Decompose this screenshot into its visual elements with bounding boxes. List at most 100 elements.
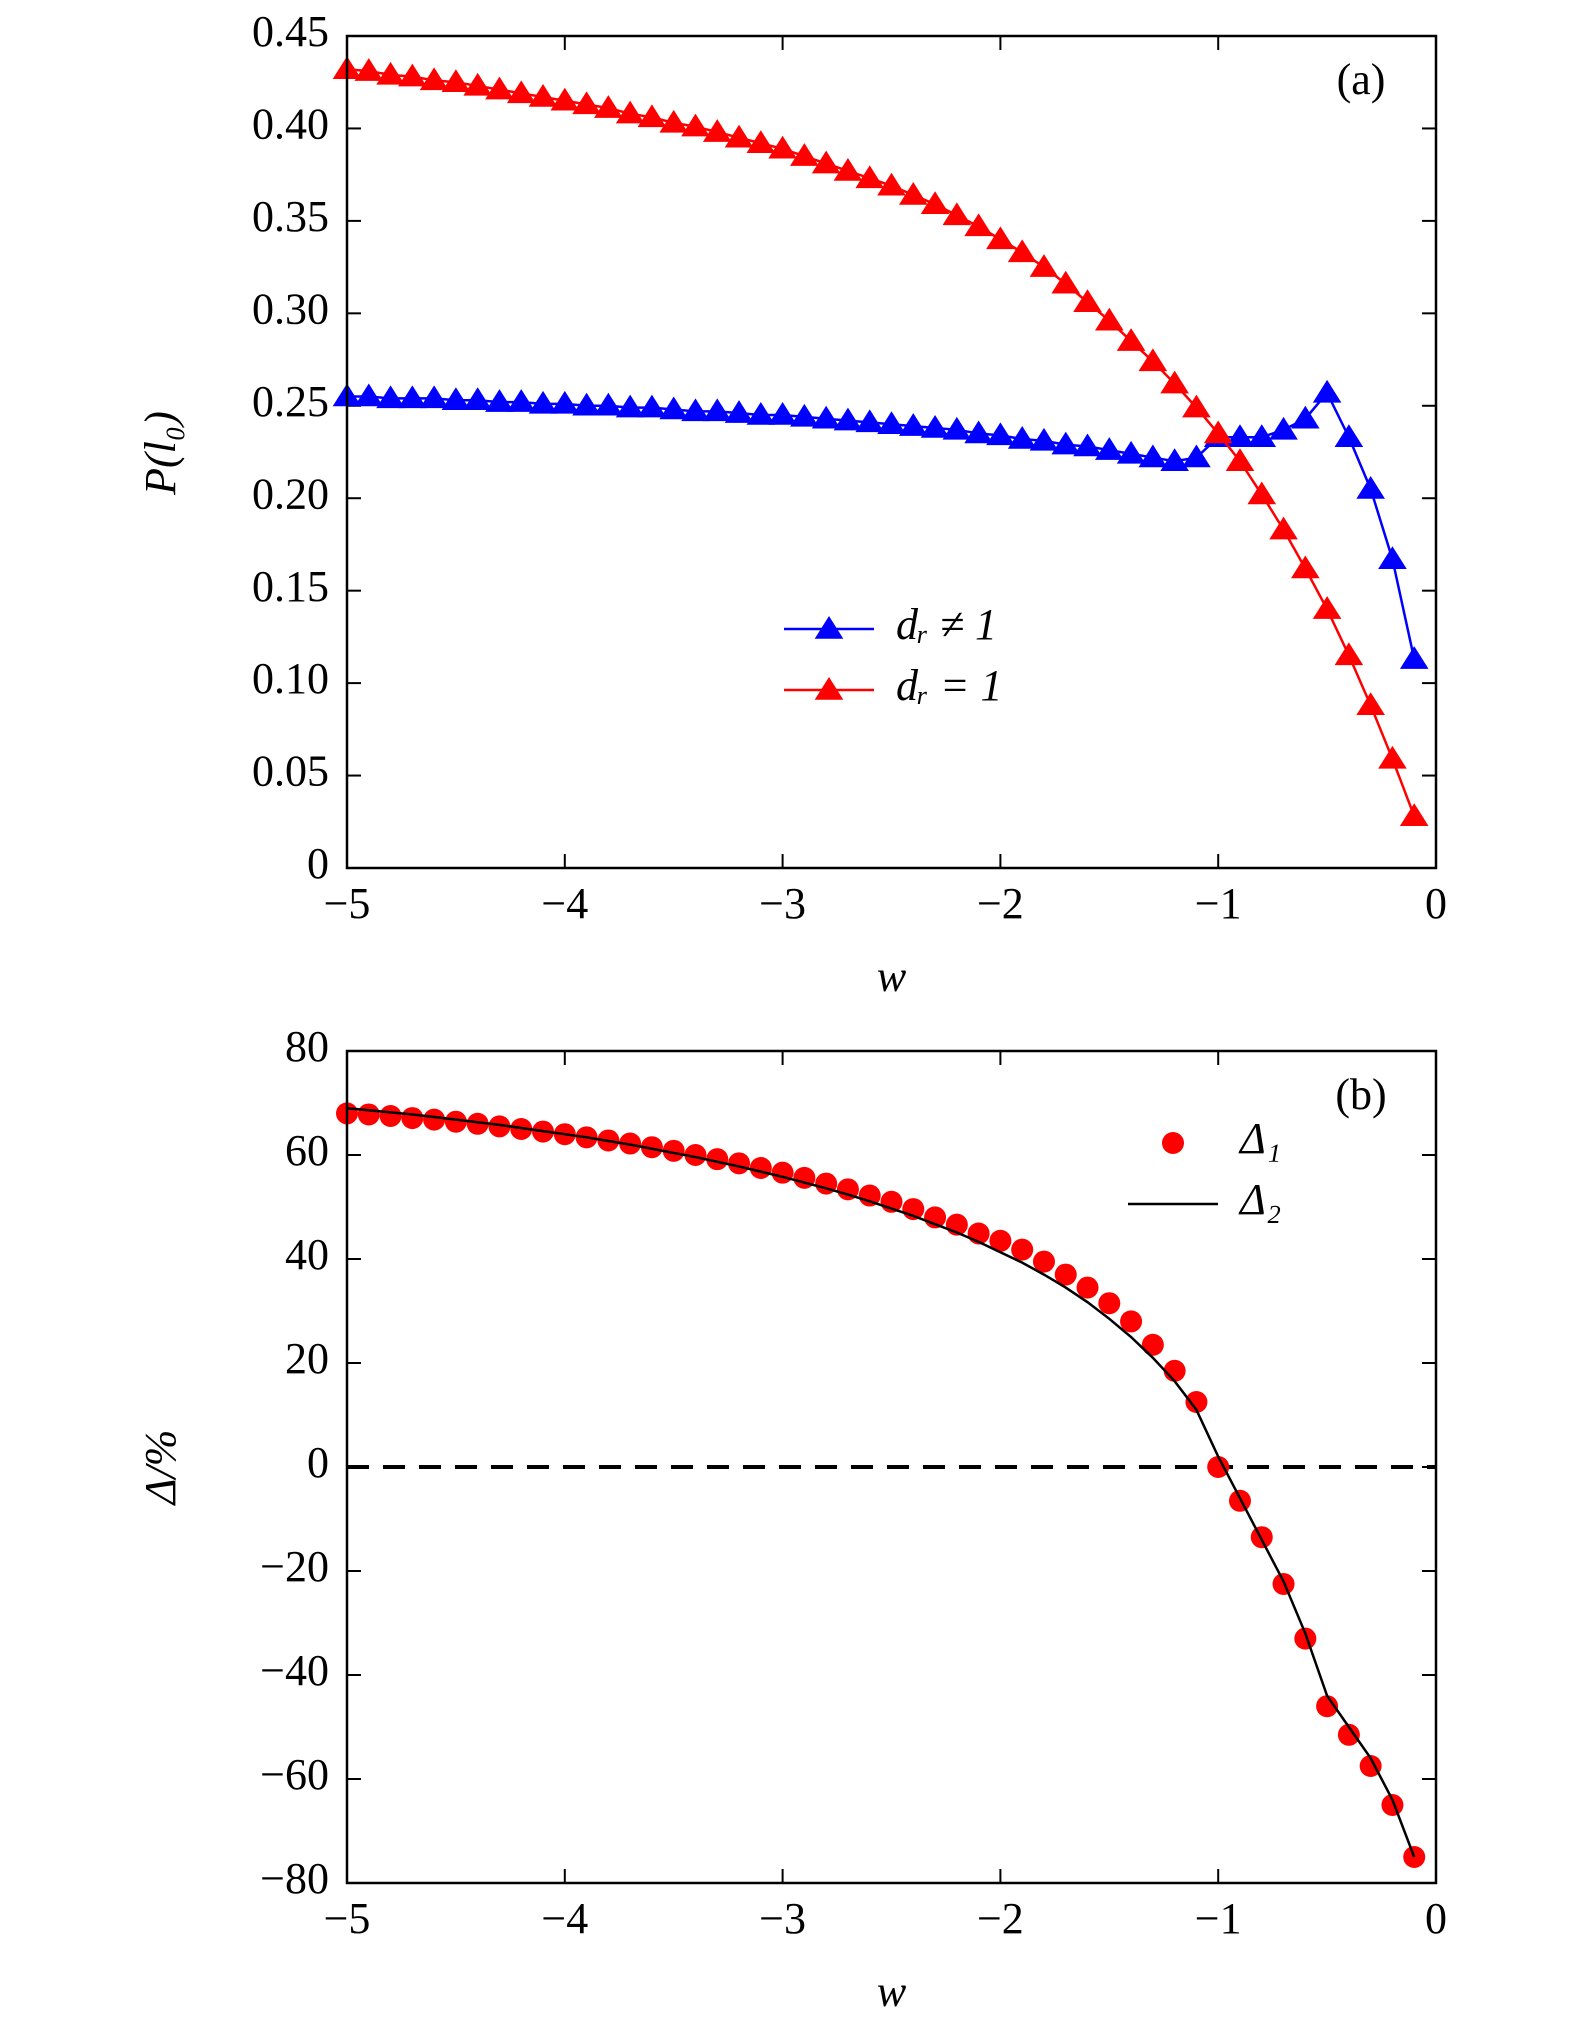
triangle-marker: [1182, 394, 1211, 418]
circle-marker: [1120, 1310, 1143, 1333]
y-tick-label: −60: [260, 1750, 329, 1799]
y-tick-label: 0: [307, 839, 329, 888]
y-tick-label: −20: [260, 1542, 329, 1591]
plot-frame: [345, 34, 1438, 870]
triangle-marker: [942, 202, 972, 226]
y-tick-label: 0.05: [252, 747, 329, 796]
triangle-marker: [746, 402, 776, 425]
triangle-marker: [419, 67, 449, 91]
triangle-marker: [485, 389, 514, 412]
legend-label: dᵣ = 1: [896, 661, 1003, 710]
triangle-marker: [877, 411, 906, 435]
triangle-marker: [790, 403, 819, 427]
triangle-marker: [724, 400, 754, 423]
triangle-marker: [463, 387, 492, 410]
triangle-marker: [659, 109, 688, 133]
triangle-marker: [811, 150, 841, 174]
circle-marker: [640, 1136, 663, 1159]
circle-marker: [1294, 1627, 1317, 1650]
y-tick-label: 0.35: [252, 192, 329, 241]
triangle-marker: [1095, 307, 1124, 331]
series-line: [346, 1106, 1416, 1858]
triangle-marker: [1378, 745, 1407, 769]
circle-marker: [1381, 1794, 1404, 1816]
triangle-marker: [572, 392, 601, 416]
y-axis-label: Δ/%: [136, 1430, 185, 1507]
triangle-marker: [615, 100, 645, 124]
triangle-marker: [1203, 420, 1233, 444]
triangle-marker: [898, 182, 928, 205]
triangle-marker: [1269, 416, 1298, 440]
triangle-marker: [811, 405, 841, 429]
circle-marker: [379, 1105, 402, 1127]
y-tick-label: 0.15: [252, 562, 329, 611]
triangle-marker: [1356, 692, 1385, 716]
triangle-marker: [637, 104, 667, 128]
triangle-marker: [986, 422, 1015, 446]
x-axis-label: w: [877, 952, 907, 1001]
triangle-marker: [1334, 424, 1364, 447]
triangle-marker: [1095, 437, 1124, 460]
triangle-marker: [855, 409, 885, 433]
x-tick-label: −3: [759, 879, 806, 928]
y-tick-label: 0.30: [252, 284, 329, 333]
triangle-marker: [1160, 448, 1189, 471]
triangle-marker: [637, 394, 667, 418]
triangle-marker: [702, 119, 732, 142]
x-tick-label: −3: [759, 1894, 806, 1943]
triangle-marker: [920, 414, 950, 438]
circle-marker: [1162, 1132, 1184, 1154]
x-tick-label: 0: [1425, 1894, 1447, 1943]
triangle-marker: [1356, 475, 1385, 499]
triangle-marker: [550, 87, 580, 111]
x-tick-label: −1: [1195, 879, 1242, 928]
triangle-marker: [1051, 431, 1081, 455]
x-tick-label: −2: [977, 879, 1024, 928]
y-tick-label: 0.40: [252, 100, 329, 149]
circle-marker: [706, 1148, 729, 1171]
panel-label: (a): [1337, 55, 1386, 104]
triangle-marker: [441, 387, 471, 410]
y-tick-label: 0.25: [252, 377, 329, 426]
triangle-marker: [1073, 433, 1102, 457]
triangle-marker: [594, 392, 623, 416]
triangle-marker: [1007, 426, 1037, 449]
triangle-marker: [681, 398, 710, 422]
triangle-marker: [572, 91, 601, 115]
triangle-marker: [463, 72, 492, 96]
circle-marker: [684, 1144, 707, 1166]
triangle-marker: [702, 398, 732, 422]
triangle-marker: [1116, 440, 1146, 464]
circle-marker: [401, 1107, 424, 1130]
x-tick-label: −5: [324, 1894, 371, 1943]
triangle-marker: [1247, 424, 1277, 447]
triangle-marker: [550, 390, 580, 414]
triangle-marker: [1225, 424, 1255, 447]
triangle-marker: [1312, 596, 1342, 619]
y-tick-label: 0.45: [252, 7, 329, 56]
circle-marker: [444, 1110, 467, 1133]
triangle-marker: [1312, 379, 1342, 403]
triangle-marker: [1116, 328, 1146, 351]
triangle-marker: [528, 390, 558, 414]
circle-marker: [1185, 1391, 1208, 1413]
x-tick-label: 0: [1425, 879, 1447, 928]
panel-label: (b): [1335, 1070, 1386, 1119]
legend-label: dᵣ ≠ 1: [896, 600, 997, 649]
circle-marker: [1098, 1292, 1121, 1315]
triangle-marker: [1160, 370, 1189, 394]
triangle-marker: [746, 130, 776, 153]
triangle-marker: [790, 143, 819, 166]
x-tick-label: −2: [977, 1894, 1024, 1943]
triangle-marker: [1182, 444, 1211, 468]
circle-marker: [1032, 1250, 1055, 1273]
triangle-marker: [681, 113, 710, 137]
circle-marker: [1011, 1238, 1034, 1261]
triangle-marker: [1378, 546, 1407, 569]
y-tick-label: 60: [285, 1126, 329, 1175]
x-tick-label: −1: [1195, 1894, 1242, 1943]
legend-label: Δ₂: [1238, 1175, 1281, 1224]
circle-marker: [488, 1115, 511, 1138]
triangle-marker: [506, 80, 536, 104]
circle-marker: [1076, 1276, 1099, 1299]
